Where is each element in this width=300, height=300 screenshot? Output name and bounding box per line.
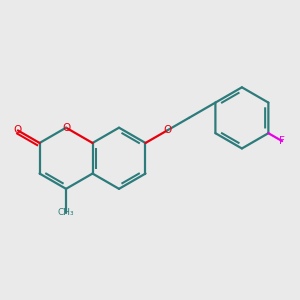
Text: O: O [62, 123, 70, 133]
Text: CH₃: CH₃ [58, 208, 74, 217]
Text: O: O [14, 125, 22, 135]
Text: F: F [279, 136, 285, 146]
Text: O: O [163, 125, 171, 135]
